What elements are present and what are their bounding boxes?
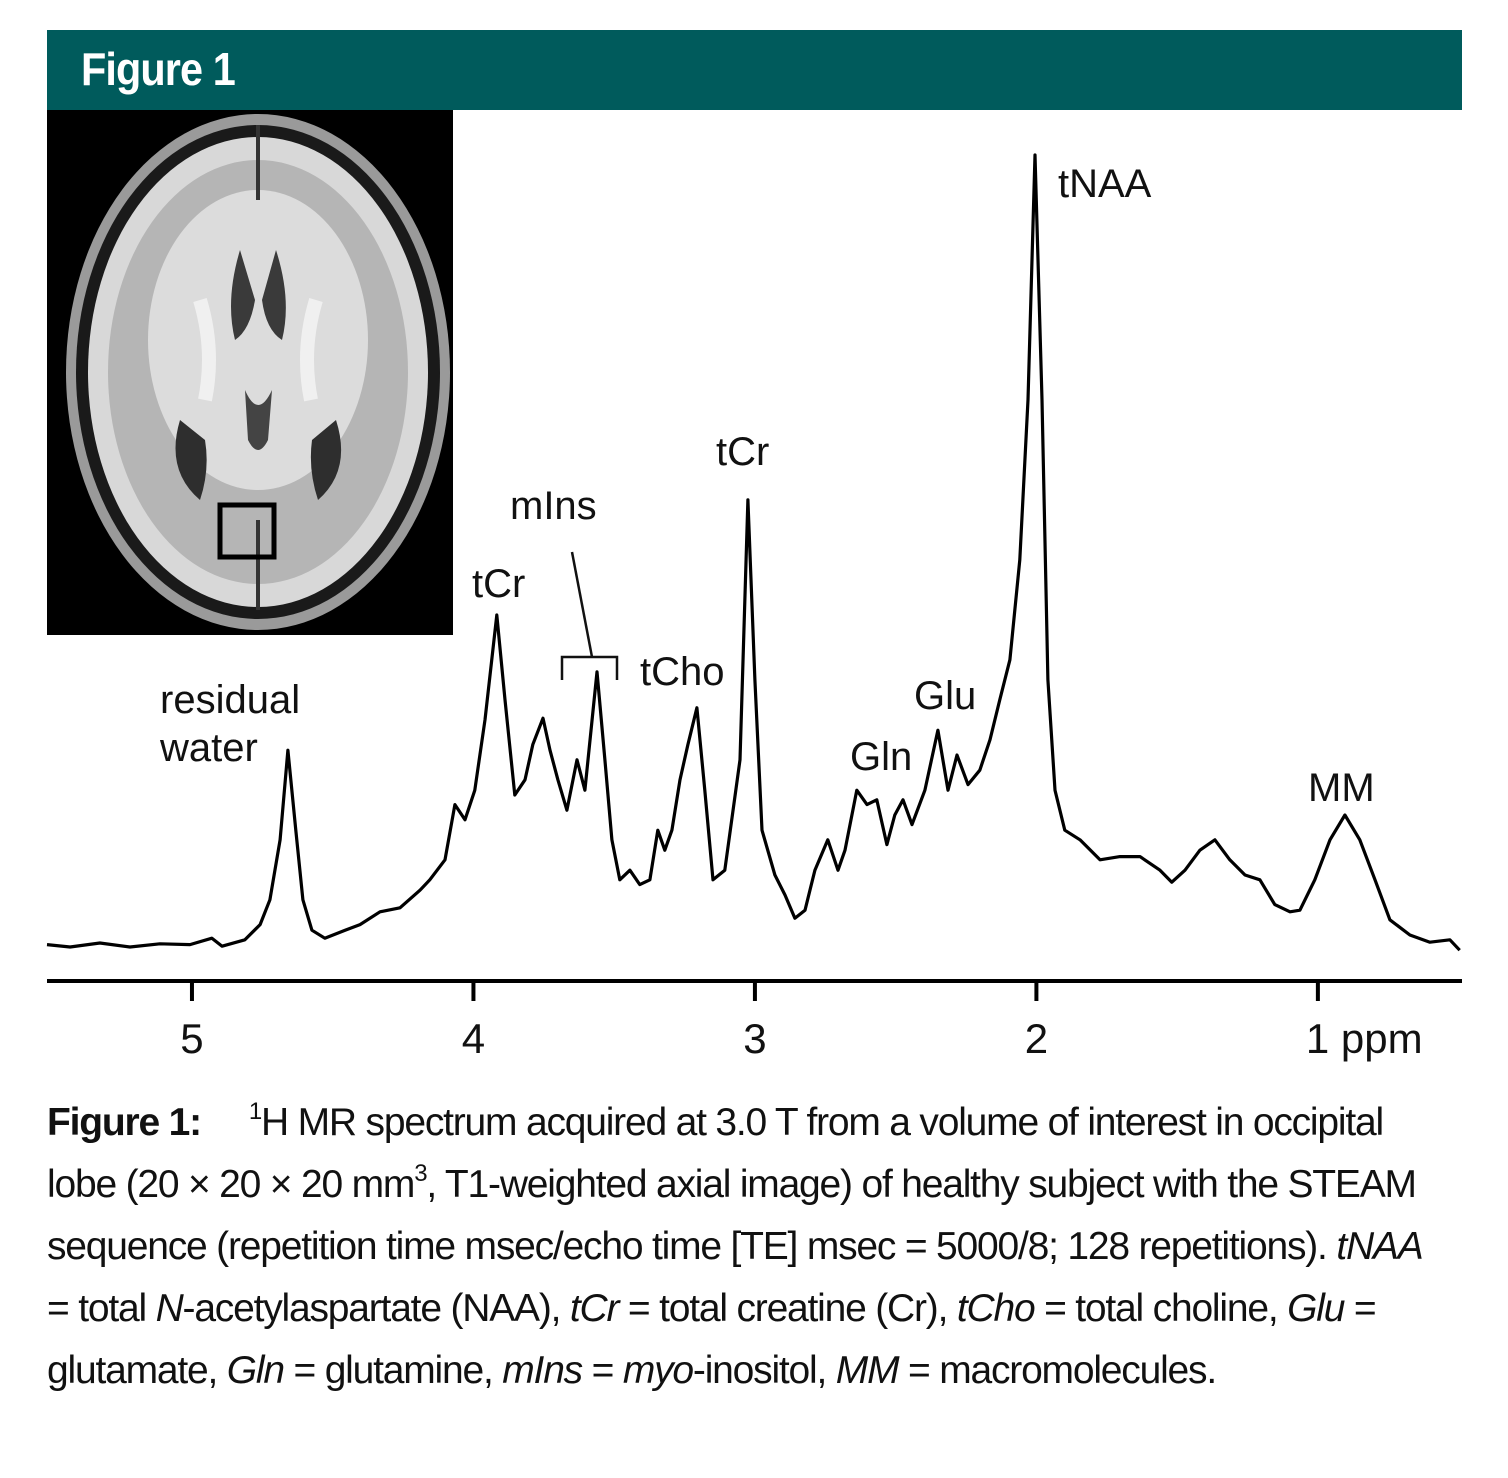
caption-term: mIns <box>502 1349 583 1392</box>
peak-label: MM <box>1308 766 1375 810</box>
caption-text: = total choline, <box>1034 1287 1288 1330</box>
peak-label: residual water <box>160 678 301 770</box>
caption-term: tCr <box>569 1287 620 1330</box>
caption-sup: 1 <box>248 1098 262 1125</box>
peak-label: mIns <box>510 484 597 528</box>
mins-bracket <box>560 551 619 680</box>
caption-term: tCho <box>956 1287 1036 1330</box>
caption-term: Glu <box>1287 1287 1345 1330</box>
caption-text: -inositol, <box>692 1349 836 1392</box>
peak-label: tCr <box>472 562 526 606</box>
peak-label: tCr <box>716 430 770 474</box>
caption-sup: 3 <box>414 1160 427 1187</box>
peak-label: Gln <box>850 735 913 779</box>
mri-inset <box>47 110 453 635</box>
caption-text: = total <box>47 1287 156 1330</box>
caption-term: Gln <box>226 1349 285 1392</box>
x-tick-label: 4 <box>462 1015 485 1062</box>
figure-caption: Figure 1: 1H MR spectrum acquired at 3.0 … <box>47 1092 1447 1402</box>
peak-label: tNAA <box>1058 162 1152 206</box>
spectrum-line <box>46 153 1461 952</box>
caption-text: = <box>581 1349 623 1392</box>
caption-text: , T1-weighted axial image) of healthy su… <box>47 1163 1417 1268</box>
caption-term: N <box>155 1287 184 1330</box>
caption-text: H MR spectrum acquired at 3.0 T from a v… <box>47 1101 1384 1206</box>
x-tick-label: 1 ppm <box>1306 1015 1423 1062</box>
caption-term: MM <box>835 1349 900 1392</box>
caption-text: -acetylaspartate (NAA), <box>182 1287 570 1330</box>
header-title: Figure 1 <box>81 43 236 95</box>
peak-label: tCho <box>640 650 725 694</box>
caption-text: = glutamate, <box>47 1287 1377 1392</box>
caption-text: = macromolecules. <box>898 1349 1217 1392</box>
x-tick-label: 3 <box>743 1015 766 1062</box>
caption-text: = total creatine (Cr), <box>618 1287 957 1330</box>
spectrum-chart: 5 4 3 2 1 ppm <box>46 110 1462 1062</box>
figure-header: Figure 1 <box>47 30 1462 110</box>
caption-text: = glutamine, <box>283 1349 503 1392</box>
peak-label: Glu <box>914 674 977 718</box>
x-tick-label: 5 <box>180 1015 203 1062</box>
caption-label: Figure 1: <box>47 1101 202 1144</box>
caption-term: tNAA <box>1336 1225 1423 1268</box>
caption-term: myo <box>622 1349 694 1392</box>
x-tick-label: 2 <box>1025 1015 1048 1062</box>
